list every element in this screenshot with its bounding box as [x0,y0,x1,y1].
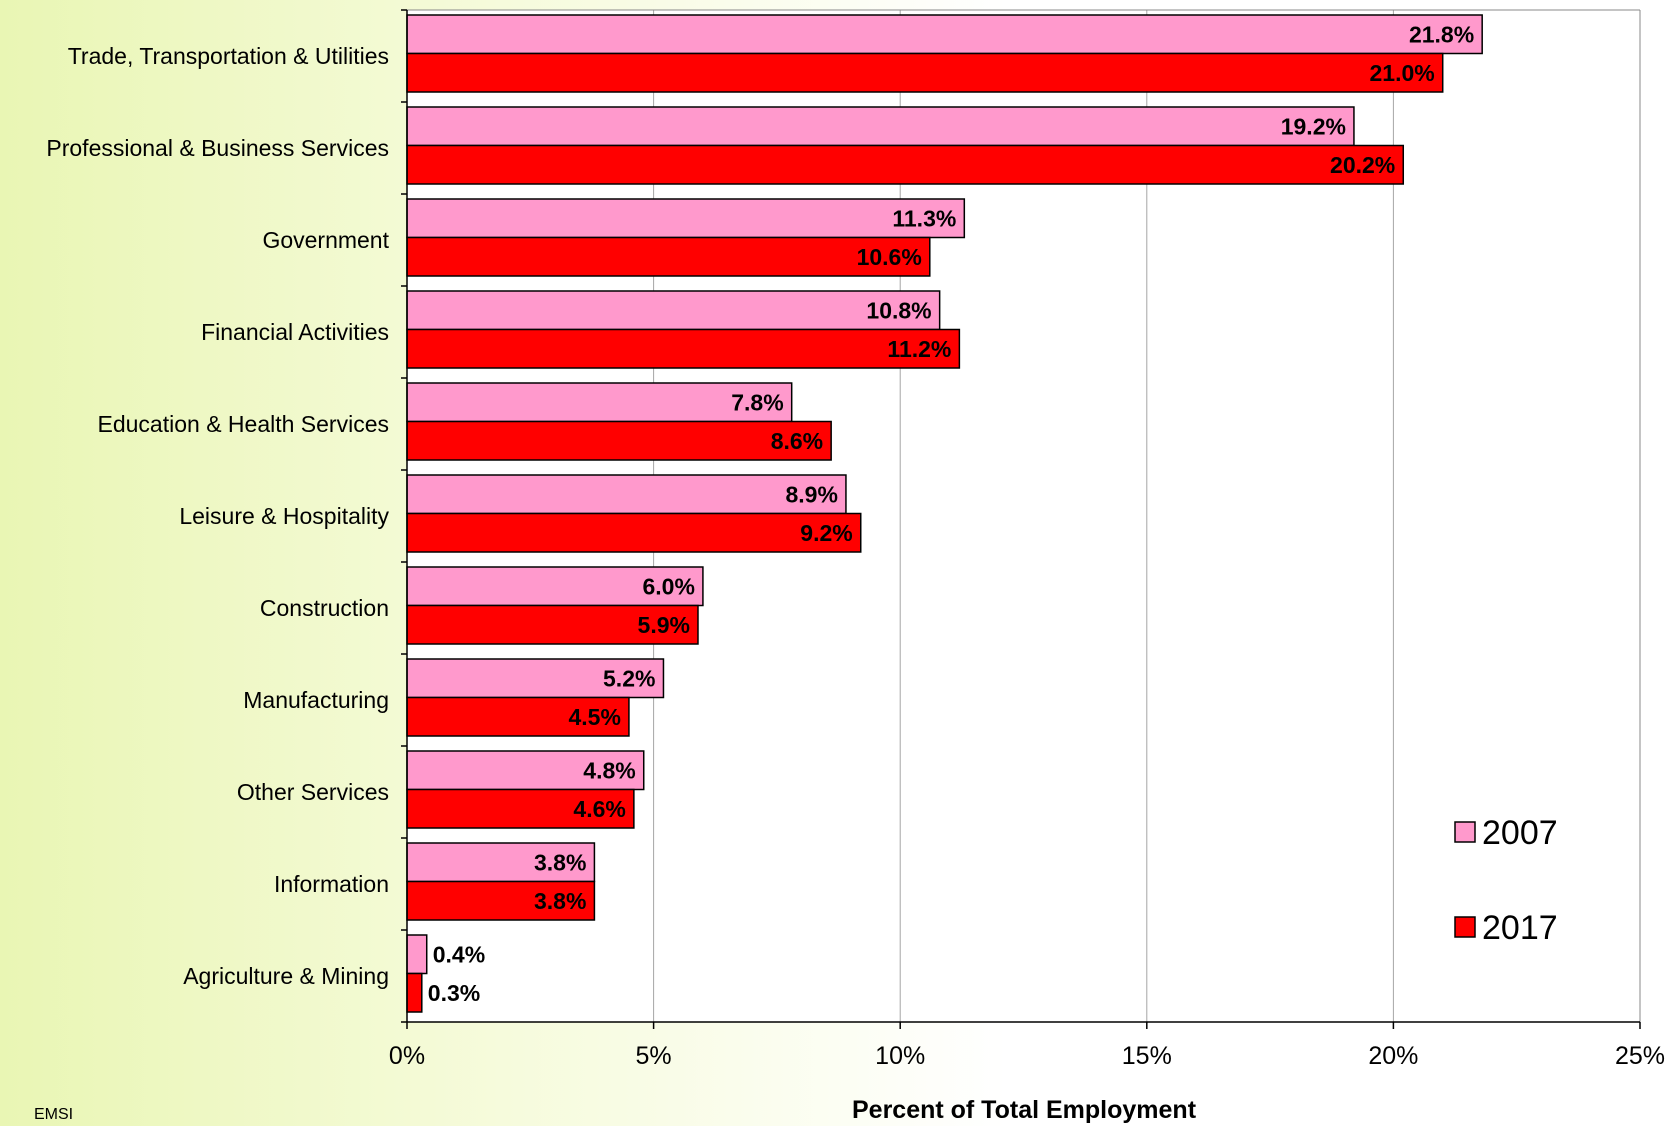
bar-value-label: 0.4% [433,941,485,967]
bar-2017 [406,328,961,369]
bar-2017 [406,604,699,645]
bar-value-label: 6.0% [642,573,694,599]
x-tick-label: 0% [389,1042,425,1070]
category-label: Education & Health Services [98,411,390,437]
bar-value-label: 8.6% [771,428,823,454]
x-tick-label: 25% [1615,1042,1665,1070]
bar-value-label: 7.8% [731,389,783,415]
bar-value-label: 11.3% [892,205,956,231]
bar-2017 [406,420,832,461]
legend-swatch-2017 [1454,916,1476,938]
bar-value-label: 11.2% [887,336,951,362]
category-label: Trade, Transportation & Utilities [68,43,389,69]
bars [406,14,1483,1013]
category-label: Manufacturing [243,687,389,713]
bar-2007 [406,106,1355,147]
x-axis-title: Percent of Total Employment [852,1096,1197,1124]
bar-value-label: 10.8% [866,297,931,323]
category-label: Agriculture & Mining [183,963,389,989]
x-tick-label: 15% [1122,1042,1172,1070]
bar-value-label: 0.3% [428,980,480,1006]
bar-labels: 21.8% 21.0% 19.2% 20.2% 11.3% 10.6% 10.8% 11.2%… [428,21,1474,1006]
bar-2017 [406,696,630,737]
bar-value-label: 3.8% [534,849,586,875]
category-label: Financial Activities [201,319,389,345]
bar-2017 [406,512,862,553]
bar-2007 [406,658,665,699]
bar-2017 [406,236,931,277]
bar-value-label: 10.6% [857,244,922,270]
bar-2007 [406,842,596,883]
legend-swatch-2007 [1454,821,1476,843]
bar-value-label: 20.2% [1330,152,1395,178]
legend-label-2017: 2017 [1482,909,1558,947]
legend: 2007 2017 [1454,814,1558,947]
bar-2017 [406,788,635,829]
category-labels: Trade, Transportation & Utilities Profess… [46,43,389,989]
bar-value-label: 21.0% [1370,60,1435,86]
bar-value-label: 3.8% [534,888,586,914]
category-label: Other Services [237,779,389,805]
legend-label-2007: 2007 [1482,814,1558,852]
bar-2007 [406,750,645,791]
category-label: Professional & Business Services [46,135,389,161]
bar-2017 [406,144,1405,185]
bar-value-label: 8.9% [786,481,838,507]
bar-2007 [406,474,847,515]
footer-note: EMSI [34,1106,74,1123]
bar-2017 [406,972,423,1013]
bar-value-label: 5.2% [603,665,655,691]
bar-2007 [406,198,966,239]
category-label: Information [274,871,389,897]
bar-2007 [406,14,1483,55]
bar-value-label: 4.5% [569,704,621,730]
bar-value-label: 5.9% [638,612,690,638]
bar-2007 [406,290,941,331]
x-tick-label: 10% [875,1042,925,1070]
category-label: Construction [260,595,389,621]
x-tick-label: 20% [1368,1042,1418,1070]
bar-value-label: 4.8% [583,757,635,783]
bar-value-label: 19.2% [1281,113,1346,139]
bar-2017 [406,52,1444,93]
axes [401,9,1641,1029]
bar-value-label: 21.8% [1409,21,1474,47]
category-label: Leisure & Hospitality [179,503,389,529]
x-tick-labels: 0% 5% 10% 15% 20% 25% [389,1042,1665,1070]
x-tick-label: 5% [636,1042,672,1070]
bar-2007 [406,934,428,975]
category-label: Government [262,227,389,253]
bar-value-label: 9.2% [800,520,852,546]
bar-value-label: 4.6% [573,796,625,822]
